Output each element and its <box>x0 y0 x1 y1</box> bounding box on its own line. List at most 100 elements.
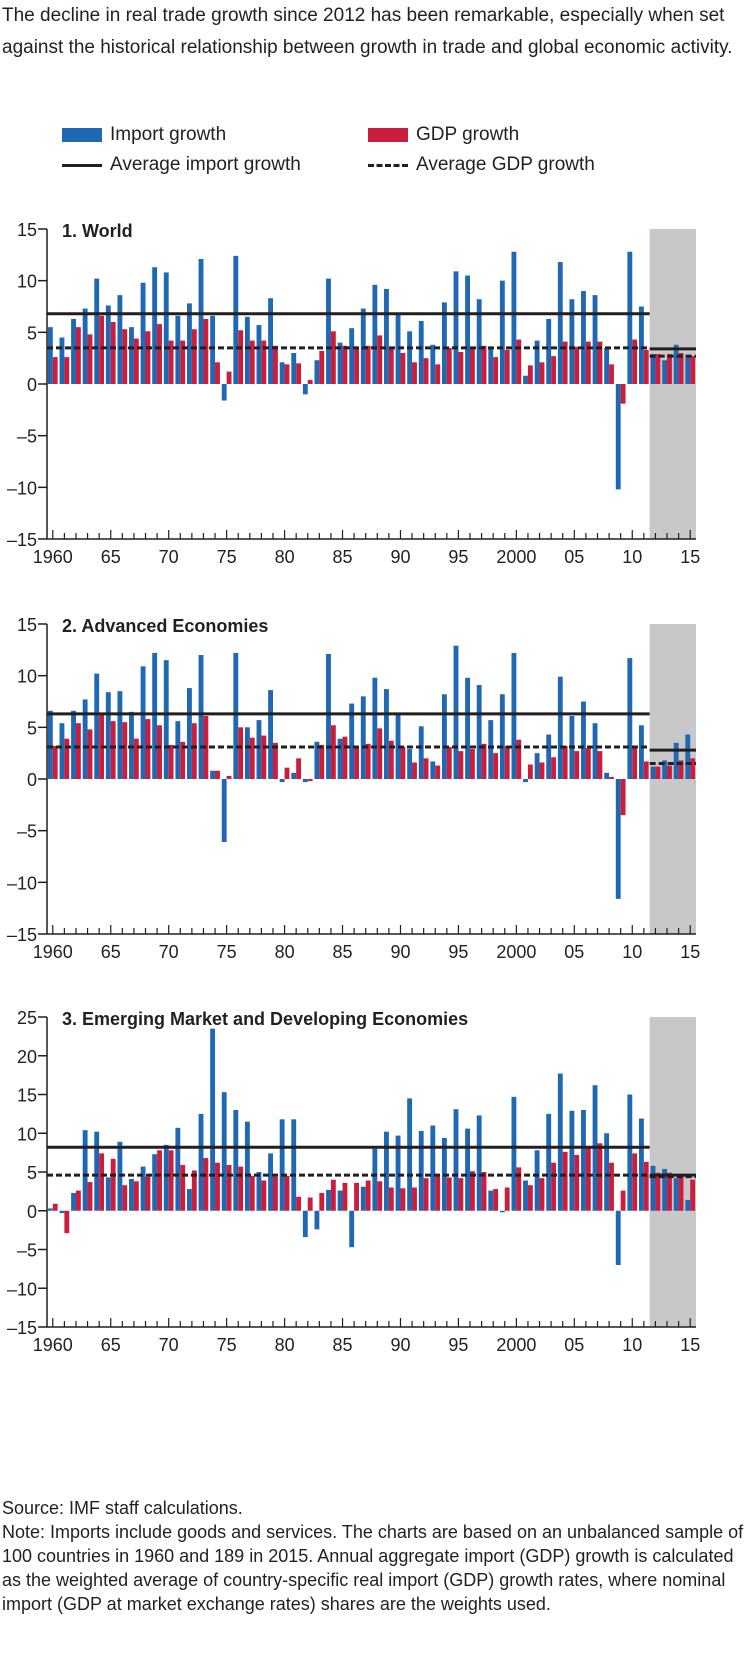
import-bar-1983 <box>314 741 320 779</box>
gdp-bar-1984 <box>330 1179 336 1211</box>
x-tick-label: 2000 <box>496 547 536 567</box>
gdp-bar-1993 <box>435 364 441 384</box>
x-tick-label: 80 <box>275 942 295 962</box>
gdp-bar-1995 <box>458 1178 464 1211</box>
gdp-bar-1983 <box>319 350 325 384</box>
import-bar-2014 <box>673 1178 679 1211</box>
gdp-bar-1972 <box>191 1170 197 1211</box>
x-tick-label: 85 <box>333 547 353 567</box>
gdp-bar-2007 <box>597 1143 603 1211</box>
import-bar-2009 <box>615 384 621 490</box>
gdp-bar-2014 <box>678 760 684 779</box>
x-tick-label: 15 <box>680 1335 700 1355</box>
gdp-bar-1980 <box>284 1175 290 1211</box>
import-bar-1988 <box>372 284 378 384</box>
gdp-bar-2015 <box>690 1179 696 1211</box>
gdp-bar-1971 <box>180 340 186 384</box>
x-tick-label: 70 <box>159 547 179 567</box>
gdp-bar-1994 <box>446 746 452 779</box>
gdp-bar-1970 <box>168 1150 174 1211</box>
legend: Import growth GDP growth Average import … <box>0 124 754 188</box>
gdp-bar-1962 <box>75 723 81 779</box>
import-bar-1965 <box>105 305 111 384</box>
import-bar-1980 <box>279 1119 285 1211</box>
gdp-bar-1966 <box>122 722 128 779</box>
import-bar-1989 <box>384 1131 389 1211</box>
import-bar-1993 <box>430 761 436 779</box>
import-bar-2005 <box>569 1110 575 1211</box>
gdp-bar-1997 <box>481 743 487 779</box>
gdp-bar-2010 <box>632 339 638 384</box>
gdp-bar-1985 <box>342 345 348 384</box>
x-tick-label: 90 <box>390 942 410 962</box>
x-tick-label: 10 <box>622 547 642 567</box>
gdp-bar-1966 <box>122 329 128 384</box>
import-bar-1963 <box>82 308 88 384</box>
gdp-bar-1964 <box>99 315 105 384</box>
gdp-bar-2000 <box>516 1167 522 1211</box>
x-tick-label: 95 <box>448 942 468 962</box>
import-bar-1961 <box>59 1210 65 1214</box>
source-text: Source: IMF staff calculations. <box>2 1498 243 1518</box>
gdp-bar-1967 <box>133 738 139 779</box>
gdp-bar-1971 <box>180 1165 186 1211</box>
gdp-bar-1968 <box>145 1176 151 1211</box>
x-tick-label: 15 <box>680 547 700 567</box>
import-bar-2003 <box>546 734 552 779</box>
x-tick-label: 95 <box>448 1335 468 1355</box>
x-tick-label: 10 <box>622 942 642 962</box>
gdp-bar-1991 <box>412 762 417 779</box>
gdp-bar-1990 <box>400 1188 406 1211</box>
gdp-bar-1977 <box>249 1175 255 1211</box>
import-bar-1985 <box>337 738 343 779</box>
gdp-bar-1981 <box>296 363 302 384</box>
import-bar-2012 <box>650 354 656 384</box>
import-bar-1968 <box>140 1166 146 1211</box>
gdp-bar-1992 <box>423 358 429 384</box>
import-bar-1979 <box>268 1153 273 1211</box>
gdp-bar-1963 <box>87 334 93 384</box>
import-bar-2001 <box>523 1180 528 1211</box>
gdp-bar-1991 <box>412 1187 417 1211</box>
gdp-bar-2001 <box>527 1185 533 1211</box>
import-bar-1999 <box>499 1210 505 1213</box>
gdp-bar-1967 <box>133 1181 139 1211</box>
gdp-bar-2003 <box>551 757 557 779</box>
import-bar-2007 <box>592 295 598 384</box>
import-bar-1979 <box>268 690 273 779</box>
gdp-bar-1994 <box>446 1177 452 1211</box>
import-bar-1960 <box>47 1208 53 1211</box>
import-bar-1963 <box>82 1130 88 1211</box>
gdp-bar-2014 <box>678 1175 684 1211</box>
gdp-bar-1977 <box>249 737 255 779</box>
gdp-bar-2008 <box>609 1162 614 1211</box>
import-bar-1987 <box>360 308 366 384</box>
gdp-bar-1979 <box>272 742 278 779</box>
x-tick-label: 15 <box>680 942 700 962</box>
import-bar-2012 <box>650 1165 656 1211</box>
import-bar-1978 <box>256 1172 262 1211</box>
import-bar-2015 <box>685 357 691 384</box>
gdp-bar-1980 <box>284 767 290 779</box>
gdp-bar-2012 <box>655 766 661 779</box>
import-bar-1997 <box>476 684 482 779</box>
gdp-bar-2006 <box>585 748 591 779</box>
x-tick-label: 75 <box>217 1335 237 1355</box>
import-bar-1989 <box>384 288 389 384</box>
import-bar-1994 <box>441 694 447 779</box>
import-bar-1981 <box>291 772 297 779</box>
x-tick-label: 90 <box>390 547 410 567</box>
import-bar-1975 <box>221 779 227 843</box>
gdp-bar-1996 <box>470 749 475 779</box>
import-bar-2002 <box>534 340 540 384</box>
gdp-bar-2007 <box>597 341 603 384</box>
import-bar-1978 <box>256 720 262 779</box>
x-tick-label: 95 <box>448 547 468 567</box>
import-bar-2000 <box>511 251 517 384</box>
import-bar-2009 <box>615 1210 621 1265</box>
gdp-bar-1960 <box>52 1203 58 1211</box>
import-bar-1970 <box>163 272 169 384</box>
import-bar-1999 <box>499 694 505 779</box>
gdp-bar-1989 <box>388 347 394 384</box>
